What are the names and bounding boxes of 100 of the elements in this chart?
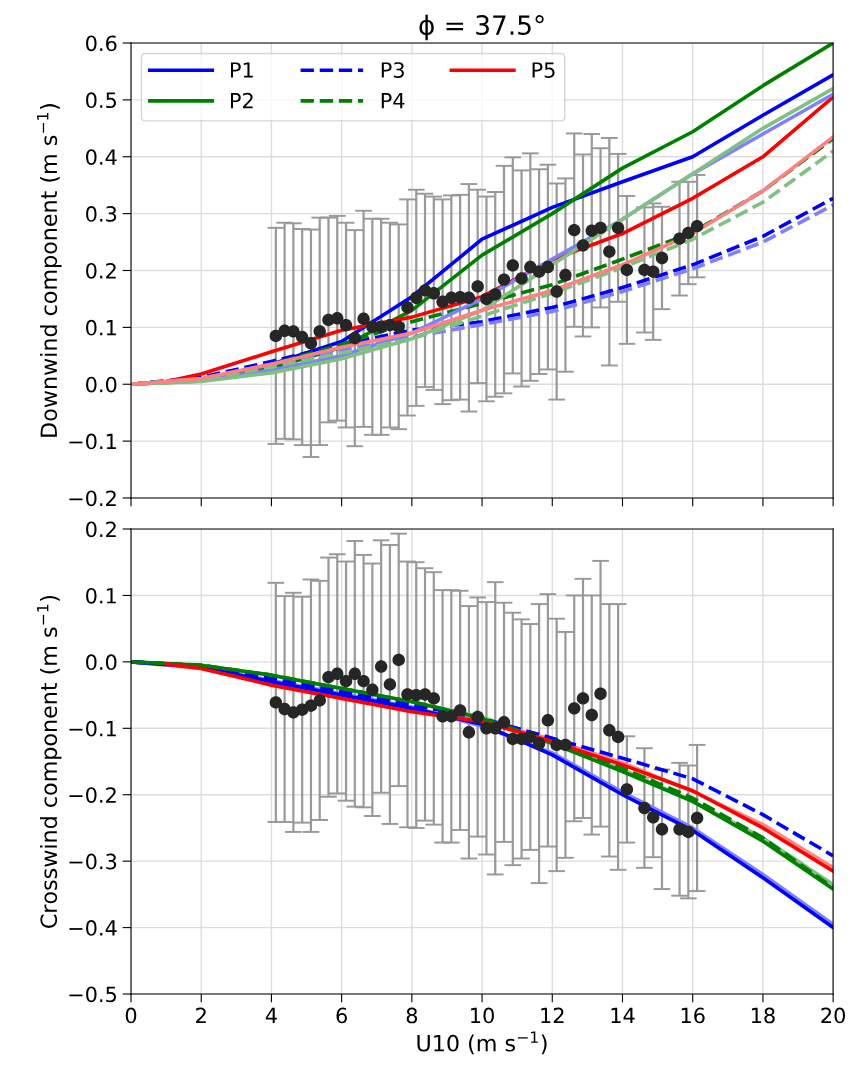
point: [638, 801, 651, 815]
point: [620, 783, 634, 796]
y-tick-label: 0.3: [86, 206, 117, 222]
y-axis-title: Downwind component (m s$^{−1}$): [37, 104, 62, 437]
point: [682, 825, 695, 839]
y-tick-label: 0.6: [86, 35, 117, 52]
y-tick-label: 0.5: [86, 92, 116, 109]
point: [348, 331, 362, 345]
point: [489, 288, 502, 301]
legend-label: P3: [381, 62, 404, 78]
x-axis-title: U10 (m s$^{−1}$): [417, 1031, 547, 1055]
point: [374, 660, 388, 673]
point: [462, 726, 476, 739]
point: [313, 325, 326, 338]
point: [603, 724, 616, 737]
point: [585, 708, 598, 722]
legend-label: P2: [230, 92, 253, 109]
point: [541, 714, 555, 727]
point: [471, 280, 484, 293]
point: [331, 667, 344, 681]
point: [357, 674, 370, 688]
point: [532, 737, 546, 750]
point: [673, 232, 686, 245]
point: [427, 692, 441, 705]
point: [594, 221, 607, 235]
point: [655, 823, 669, 836]
x-tick-label: 20: [821, 1007, 845, 1024]
point: [576, 239, 590, 252]
point: [383, 678, 397, 691]
point: [269, 696, 283, 709]
x-tick-label: 14: [611, 1007, 635, 1024]
point: [611, 221, 625, 235]
y-tick-label: 0.4: [86, 149, 117, 165]
point: [357, 312, 370, 326]
point: [568, 223, 581, 237]
point: [576, 692, 590, 705]
point: [682, 226, 695, 240]
point: [410, 291, 423, 305]
point: [313, 694, 326, 707]
point: [366, 683, 379, 696]
point: [620, 263, 634, 277]
point: [506, 259, 519, 272]
point: [515, 272, 528, 285]
point: [427, 287, 441, 300]
point: [471, 710, 484, 724]
point: [559, 738, 572, 752]
chart-title: ϕ = 37.5°: [419, 14, 544, 41]
point: [524, 730, 537, 744]
point: [304, 699, 318, 712]
point: [287, 325, 300, 338]
point: [550, 285, 563, 298]
legend-label: P5: [532, 62, 555, 78]
y-tick-label: 0.2: [86, 521, 116, 538]
y-tick-label: −0.5: [69, 986, 116, 1003]
point: [339, 318, 353, 332]
x-tick-label: 6: [336, 1007, 347, 1024]
y-tick-label: −0.1: [69, 433, 116, 450]
point: [392, 653, 405, 667]
point: [497, 716, 511, 729]
point: [331, 312, 344, 325]
point: [401, 301, 414, 314]
y-tick-label: −0.2: [69, 787, 116, 803]
x-tick-label: 12: [541, 1007, 564, 1024]
y-tick-label: 0.0: [86, 376, 117, 393]
y-tick-label: 0.1: [86, 587, 116, 604]
y-tick-label: −0.1: [69, 720, 116, 737]
y-tick-label: 0.2: [86, 262, 116, 279]
point: [462, 291, 476, 305]
point: [655, 251, 669, 265]
x-tick-label: 10: [471, 1007, 494, 1024]
point: [304, 337, 318, 350]
point: [690, 219, 704, 233]
x-tick-label: 18: [751, 1007, 775, 1024]
point: [392, 320, 405, 334]
point: [497, 273, 511, 286]
point: [269, 329, 283, 343]
point: [339, 674, 353, 688]
point: [489, 722, 502, 735]
point: [295, 330, 309, 344]
point: [690, 811, 704, 825]
y-tick-label: −0.3: [69, 853, 117, 870]
point: [594, 687, 607, 700]
point: [611, 730, 625, 744]
x-tick-label: 0: [125, 1007, 137, 1024]
point: [646, 265, 660, 278]
point: [568, 702, 581, 715]
legend-label: P1: [230, 62, 253, 78]
point: [541, 260, 555, 274]
y-axis-title: Crosswind component (m s$^{−1}$): [37, 595, 62, 928]
point: [453, 704, 467, 717]
x-tick-label: 4: [265, 1007, 277, 1024]
point: [348, 667, 362, 681]
x-tick-label: 2: [196, 1007, 206, 1024]
y-tick-label: −0.2: [69, 490, 116, 507]
point: [559, 268, 572, 282]
x-tick-label: 16: [681, 1007, 705, 1024]
legend-label: P4: [381, 92, 405, 109]
point: [603, 245, 616, 258]
y-tick-label: 0.1: [86, 319, 116, 336]
point: [646, 811, 660, 824]
